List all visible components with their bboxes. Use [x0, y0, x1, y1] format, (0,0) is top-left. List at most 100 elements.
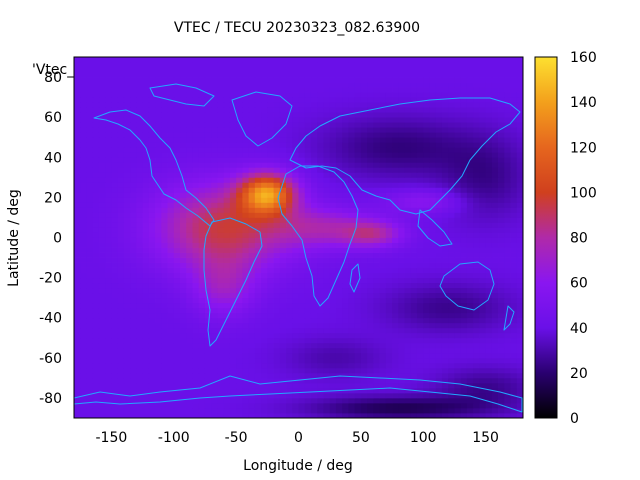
- heatmap-cell: [236, 177, 243, 183]
- heatmap-cell: [186, 362, 193, 369]
- heatmap-cell: [498, 167, 505, 173]
- heatmap-cell: [223, 87, 231, 93]
- heatmap-cell: [423, 107, 430, 113]
- heatmap-cell: [279, 132, 287, 138]
- heatmap-cell: [304, 407, 312, 414]
- heatmap-cell: [491, 327, 499, 334]
- heatmap-cell: [392, 402, 399, 409]
- heatmap-cell: [473, 377, 480, 384]
- heatmap-cell: [354, 192, 362, 198]
- heatmap-cell: [254, 267, 262, 273]
- heatmap-cell: [117, 117, 125, 123]
- heatmap-cell: [304, 182, 312, 188]
- heatmap-cell: [186, 242, 193, 248]
- heatmap-cell: [130, 322, 137, 329]
- heatmap-cell: [98, 107, 106, 113]
- heatmap-cell: [342, 342, 349, 349]
- heatmap-cell: [479, 402, 486, 409]
- heatmap-cell: [261, 172, 268, 178]
- heatmap-cell: [155, 187, 162, 193]
- heatmap-cell: [310, 377, 318, 384]
- heatmap-cell: [155, 327, 162, 334]
- heatmap-cell: [485, 272, 493, 279]
- heatmap-cell: [479, 307, 486, 314]
- heatmap-cell: [186, 372, 193, 379]
- heatmap-cell: [136, 187, 143, 193]
- heatmap-cell: [473, 127, 480, 133]
- heatmap-cell: [273, 107, 281, 113]
- heatmap-cell: [211, 262, 218, 268]
- heatmap-cell: [379, 172, 387, 178]
- heatmap-cell: [367, 257, 374, 263]
- heatmap-cell: [454, 207, 462, 213]
- heatmap-cell: [466, 402, 474, 409]
- heatmap-cell: [217, 197, 225, 203]
- heatmap-cell: [416, 107, 424, 113]
- heatmap-cell: [80, 377, 87, 384]
- heatmap-cell: [161, 87, 168, 93]
- heatmap-cell: [460, 142, 468, 148]
- heatmap-cell: [198, 132, 206, 138]
- heatmap-cell: [466, 237, 474, 243]
- heatmap-cell: [105, 317, 112, 324]
- heatmap-cell: [217, 342, 225, 349]
- heatmap-cell: [105, 177, 112, 183]
- heatmap-cell: [155, 352, 162, 359]
- heatmap-cell: [180, 352, 187, 359]
- heatmap-cell: [192, 272, 200, 279]
- heatmap-cell: [123, 132, 131, 138]
- heatmap-cell: [167, 377, 175, 384]
- heatmap-cell: [498, 362, 505, 369]
- heatmap-cell: [342, 247, 349, 253]
- heatmap-cell: [80, 242, 87, 248]
- heatmap-cell: [261, 237, 268, 243]
- heatmap-cell: [379, 367, 387, 374]
- heatmap-cell: [485, 277, 493, 284]
- heatmap-cell: [229, 332, 237, 339]
- heatmap-cell: [111, 207, 119, 213]
- heatmap-cell: [198, 207, 206, 213]
- heatmap-cell: [217, 102, 225, 108]
- heatmap-cell: [360, 287, 368, 294]
- heatmap-cell: [516, 272, 524, 279]
- heatmap-cell: [342, 252, 349, 258]
- heatmap-cell: [223, 257, 231, 263]
- heatmap-cell: [292, 157, 299, 163]
- heatmap-cell: [98, 287, 106, 294]
- heatmap-cell: [136, 357, 143, 364]
- heatmap-cell: [304, 147, 312, 153]
- heatmap-cell: [123, 202, 131, 208]
- heatmap-cell: [473, 242, 480, 248]
- heatmap-cell: [360, 312, 368, 319]
- heatmap-cell: [192, 182, 200, 188]
- heatmap-cell: [229, 397, 237, 404]
- heatmap-cell: [98, 327, 106, 334]
- heatmap-cell: [211, 197, 218, 203]
- heatmap-cell: [98, 377, 106, 384]
- heatmap-cell: [504, 182, 511, 188]
- heatmap-cell: [92, 172, 100, 178]
- heatmap-cell: [310, 147, 318, 153]
- heatmap-cell: [504, 382, 511, 389]
- heatmap-cell: [516, 402, 524, 409]
- heatmap-cell: [117, 342, 125, 349]
- heatmap-cell: [398, 272, 405, 279]
- heatmap-cell: [273, 267, 281, 273]
- heatmap-cell: [223, 372, 231, 379]
- heatmap-cell: [485, 207, 493, 213]
- heatmap-cell: [454, 72, 462, 78]
- heatmap-cell: [329, 197, 337, 203]
- heatmap-cell: [441, 342, 449, 349]
- heatmap-cell: [304, 307, 312, 314]
- heatmap-cell: [254, 192, 262, 198]
- heatmap-cell: [441, 267, 449, 273]
- heatmap-cell: [379, 357, 387, 364]
- heatmap-cell: [416, 112, 424, 118]
- heatmap-cell: [416, 102, 424, 108]
- heatmap-cell: [479, 387, 486, 394]
- heatmap-cell: [92, 222, 100, 228]
- heatmap-cell: [74, 407, 81, 414]
- heatmap-cell: [473, 117, 480, 123]
- heatmap-cell: [329, 397, 337, 404]
- heatmap-cell: [242, 92, 250, 98]
